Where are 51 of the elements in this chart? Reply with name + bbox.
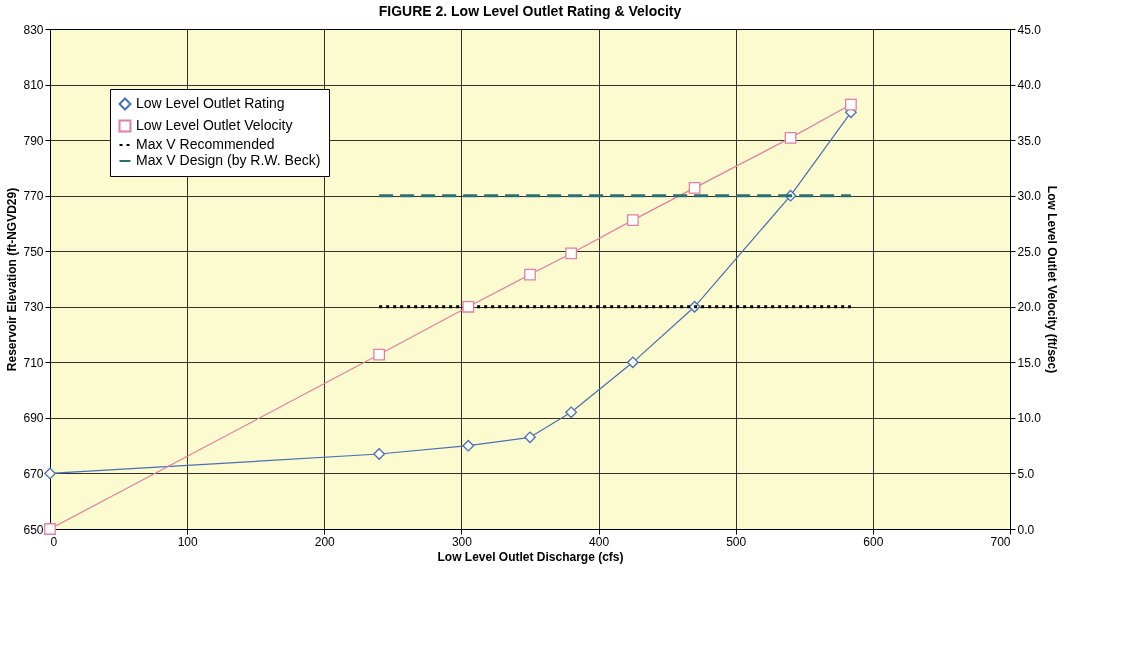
legend-label: Low Level Outlet Velocity <box>136 117 293 133</box>
legend-label: Low Level Outlet Rating <box>136 95 285 111</box>
y2-tick-label: 35.0 <box>1017 133 1042 148</box>
point <box>524 431 536 444</box>
legend-label: Max V Recommended <box>136 136 275 152</box>
point <box>784 131 797 144</box>
y2-tick-label: 20.0 <box>1017 300 1042 315</box>
y-tick-label: 710 <box>23 355 44 370</box>
point <box>626 356 639 369</box>
legend-label: Max V Design (by R.W. Beck) <box>136 152 321 168</box>
y2-tick-label: 30.0 <box>1017 189 1042 204</box>
x-tick-label: 300 <box>451 534 473 549</box>
x-tick-label: 200 <box>314 534 336 549</box>
y2-tick-label: 5.0 <box>1017 466 1035 481</box>
y-tick-label: 770 <box>23 189 44 204</box>
x-tick-label: 600 <box>863 534 884 549</box>
y2-axis-title: Low Level Outlet Velocity (ft/sec) <box>1044 185 1059 374</box>
x-tick-label: 400 <box>589 534 610 549</box>
y-tick-label: 690 <box>23 411 44 426</box>
y2-tick-label: 0.0 <box>1017 522 1035 537</box>
point <box>44 467 56 480</box>
y-axis-title: Reservoir Elevation (ft-NGVD29) <box>5 187 20 372</box>
chart-title: FIGURE 2. Low Level Outlet Rating & Velocity <box>378 3 682 19</box>
point <box>524 268 536 281</box>
y2-tick-label: 45.0 <box>1017 22 1042 37</box>
x-tick-label: 500 <box>726 534 747 549</box>
point <box>462 439 475 452</box>
point <box>373 448 386 460</box>
point <box>626 214 639 227</box>
y-tick-label: 830 <box>23 22 44 37</box>
y2-tick-label: 10.0 <box>1017 411 1042 426</box>
x-axis-title: Low Level Outlet Discharge (cfs) <box>437 549 624 564</box>
y2-tick-label: 25.0 <box>1017 244 1042 259</box>
y-tick-label: 670 <box>23 466 44 481</box>
y-tick-label: 810 <box>23 78 44 93</box>
x-tick-label: 700 <box>990 534 1011 549</box>
point <box>373 348 386 361</box>
y2-tick-label: 40.0 <box>1017 78 1042 93</box>
point <box>565 247 578 260</box>
point <box>44 523 56 535</box>
point <box>845 98 857 111</box>
y2-tick-label: 15.0 <box>1017 355 1042 370</box>
point <box>565 406 578 419</box>
y-tick-label: 790 <box>23 133 44 148</box>
point <box>462 300 475 313</box>
y-tick-label: 650 <box>23 522 44 537</box>
y-tick-label: 730 <box>23 300 44 315</box>
point <box>688 181 701 194</box>
y-tick-label: 750 <box>23 244 44 259</box>
x-tick-label: 100 <box>177 534 198 549</box>
x-tick-label: 0 <box>50 534 58 549</box>
